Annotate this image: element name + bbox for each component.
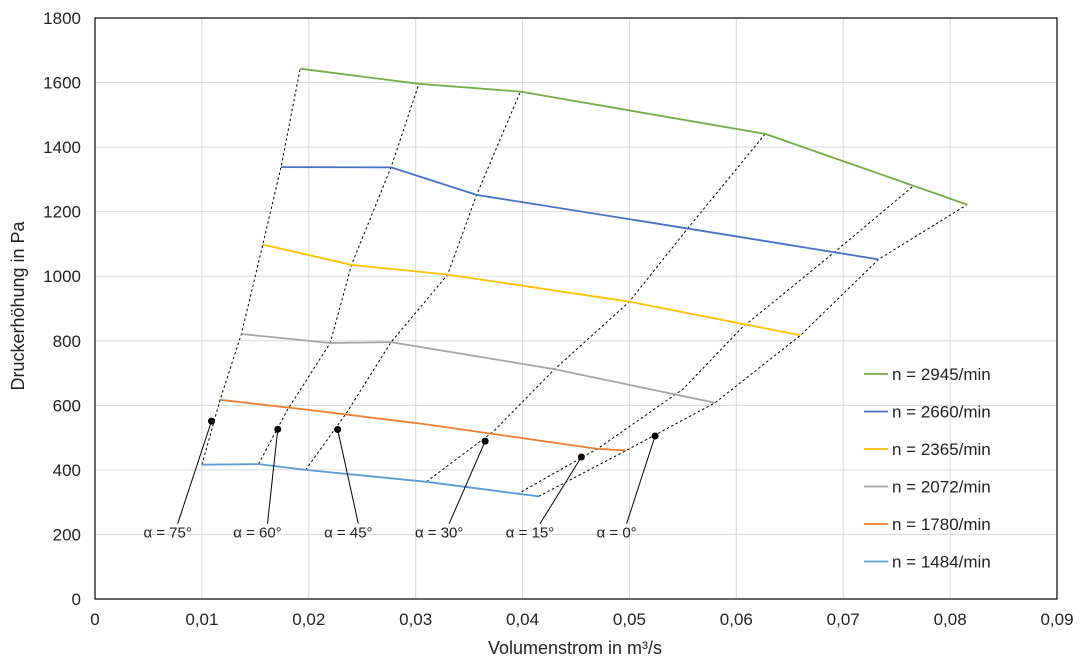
series-line [300,67,968,206]
annotation-label: α = 0° [597,525,637,542]
x-tick-label: 0,09 [1040,610,1073,629]
annotation-leader [626,435,656,524]
annotation-marker [274,425,282,433]
x-tick-label: 0,02 [292,610,325,629]
series-line [262,243,801,337]
annotation-leader [337,429,359,524]
annotation-marker [334,426,342,434]
annotation-label: α = 15° [506,525,554,542]
angle-dashed-line [258,83,420,465]
y-tick-label: 1000 [43,267,81,286]
angle-dashed-line [538,204,968,497]
angle-dashed-line [305,91,521,471]
series-line [241,333,716,404]
series-line [201,463,539,498]
annotation-marker [577,453,585,461]
legend-label: n = 2072/min [892,478,991,497]
y-tick-label: 0 [72,590,81,609]
legend: n = 2945/min n = 2660/min n = 2365/min n = … [864,365,991,572]
y-axis-title: Druckerhöhung in Pa [8,220,28,390]
annotation-label: α = 45° [324,525,372,542]
annotation-leader [448,440,486,524]
series-lines [201,67,968,498]
annotation-marker [651,432,659,440]
y-tick-label: 200 [53,525,81,544]
y-tick-label: 400 [53,461,81,480]
legend-label: n = 2365/min [892,440,991,459]
annotation-leader [177,420,212,524]
x-tick-label: 0,07 [827,610,860,629]
y-tick-label: 800 [53,332,81,351]
grid [95,18,1057,599]
legend-label: n = 1780/min [892,515,991,534]
x-tick-label: 0,01 [185,610,218,629]
x-tick-label: 0,06 [720,610,753,629]
annotation-marker [481,437,489,445]
annotation-label: α = 60° [233,525,281,542]
x-tick-label: 0 [90,610,99,629]
series-line [280,166,879,261]
annotation-leader [539,456,582,524]
y-tick-label: 1400 [43,138,81,157]
x-tick-labels: 0 0,01 0,02 0,03 0,04 0,05 0,06 0,07 0,08 0,09 [90,610,1073,629]
y-tick-label: 600 [53,396,81,415]
x-tick-label: 0,05 [613,610,646,629]
y-tick-label: 1600 [43,74,81,93]
series-line [219,398,627,452]
annotation-label: α = 30° [415,525,463,542]
y-tick-labels: 0 200 400 600 800 1000 1200 1400 1600 1800 [43,9,81,609]
annotation-marker [208,417,216,425]
y-tick-label: 1800 [43,9,81,28]
x-axis-title: Volumenstrom in m³/s [488,638,662,658]
legend-label: n = 2945/min [892,365,991,384]
plot-frame [94,17,1058,600]
legend-label: n = 2660/min [892,403,991,422]
x-tick-label: 0,03 [399,610,432,629]
x-tick-label: 0,04 [506,610,539,629]
x-tick-label: 0,08 [934,610,967,629]
annotation-label: α = 75° [143,525,191,542]
y-tick-label: 1200 [43,203,81,222]
annotations: α = 75° α = 60° α = 45° α = 30° α = 15° α = 0… [143,417,659,542]
annotation-leader [266,429,279,524]
legend-label: n = 1484/min [892,553,991,572]
angle-dashed-line [201,68,301,465]
